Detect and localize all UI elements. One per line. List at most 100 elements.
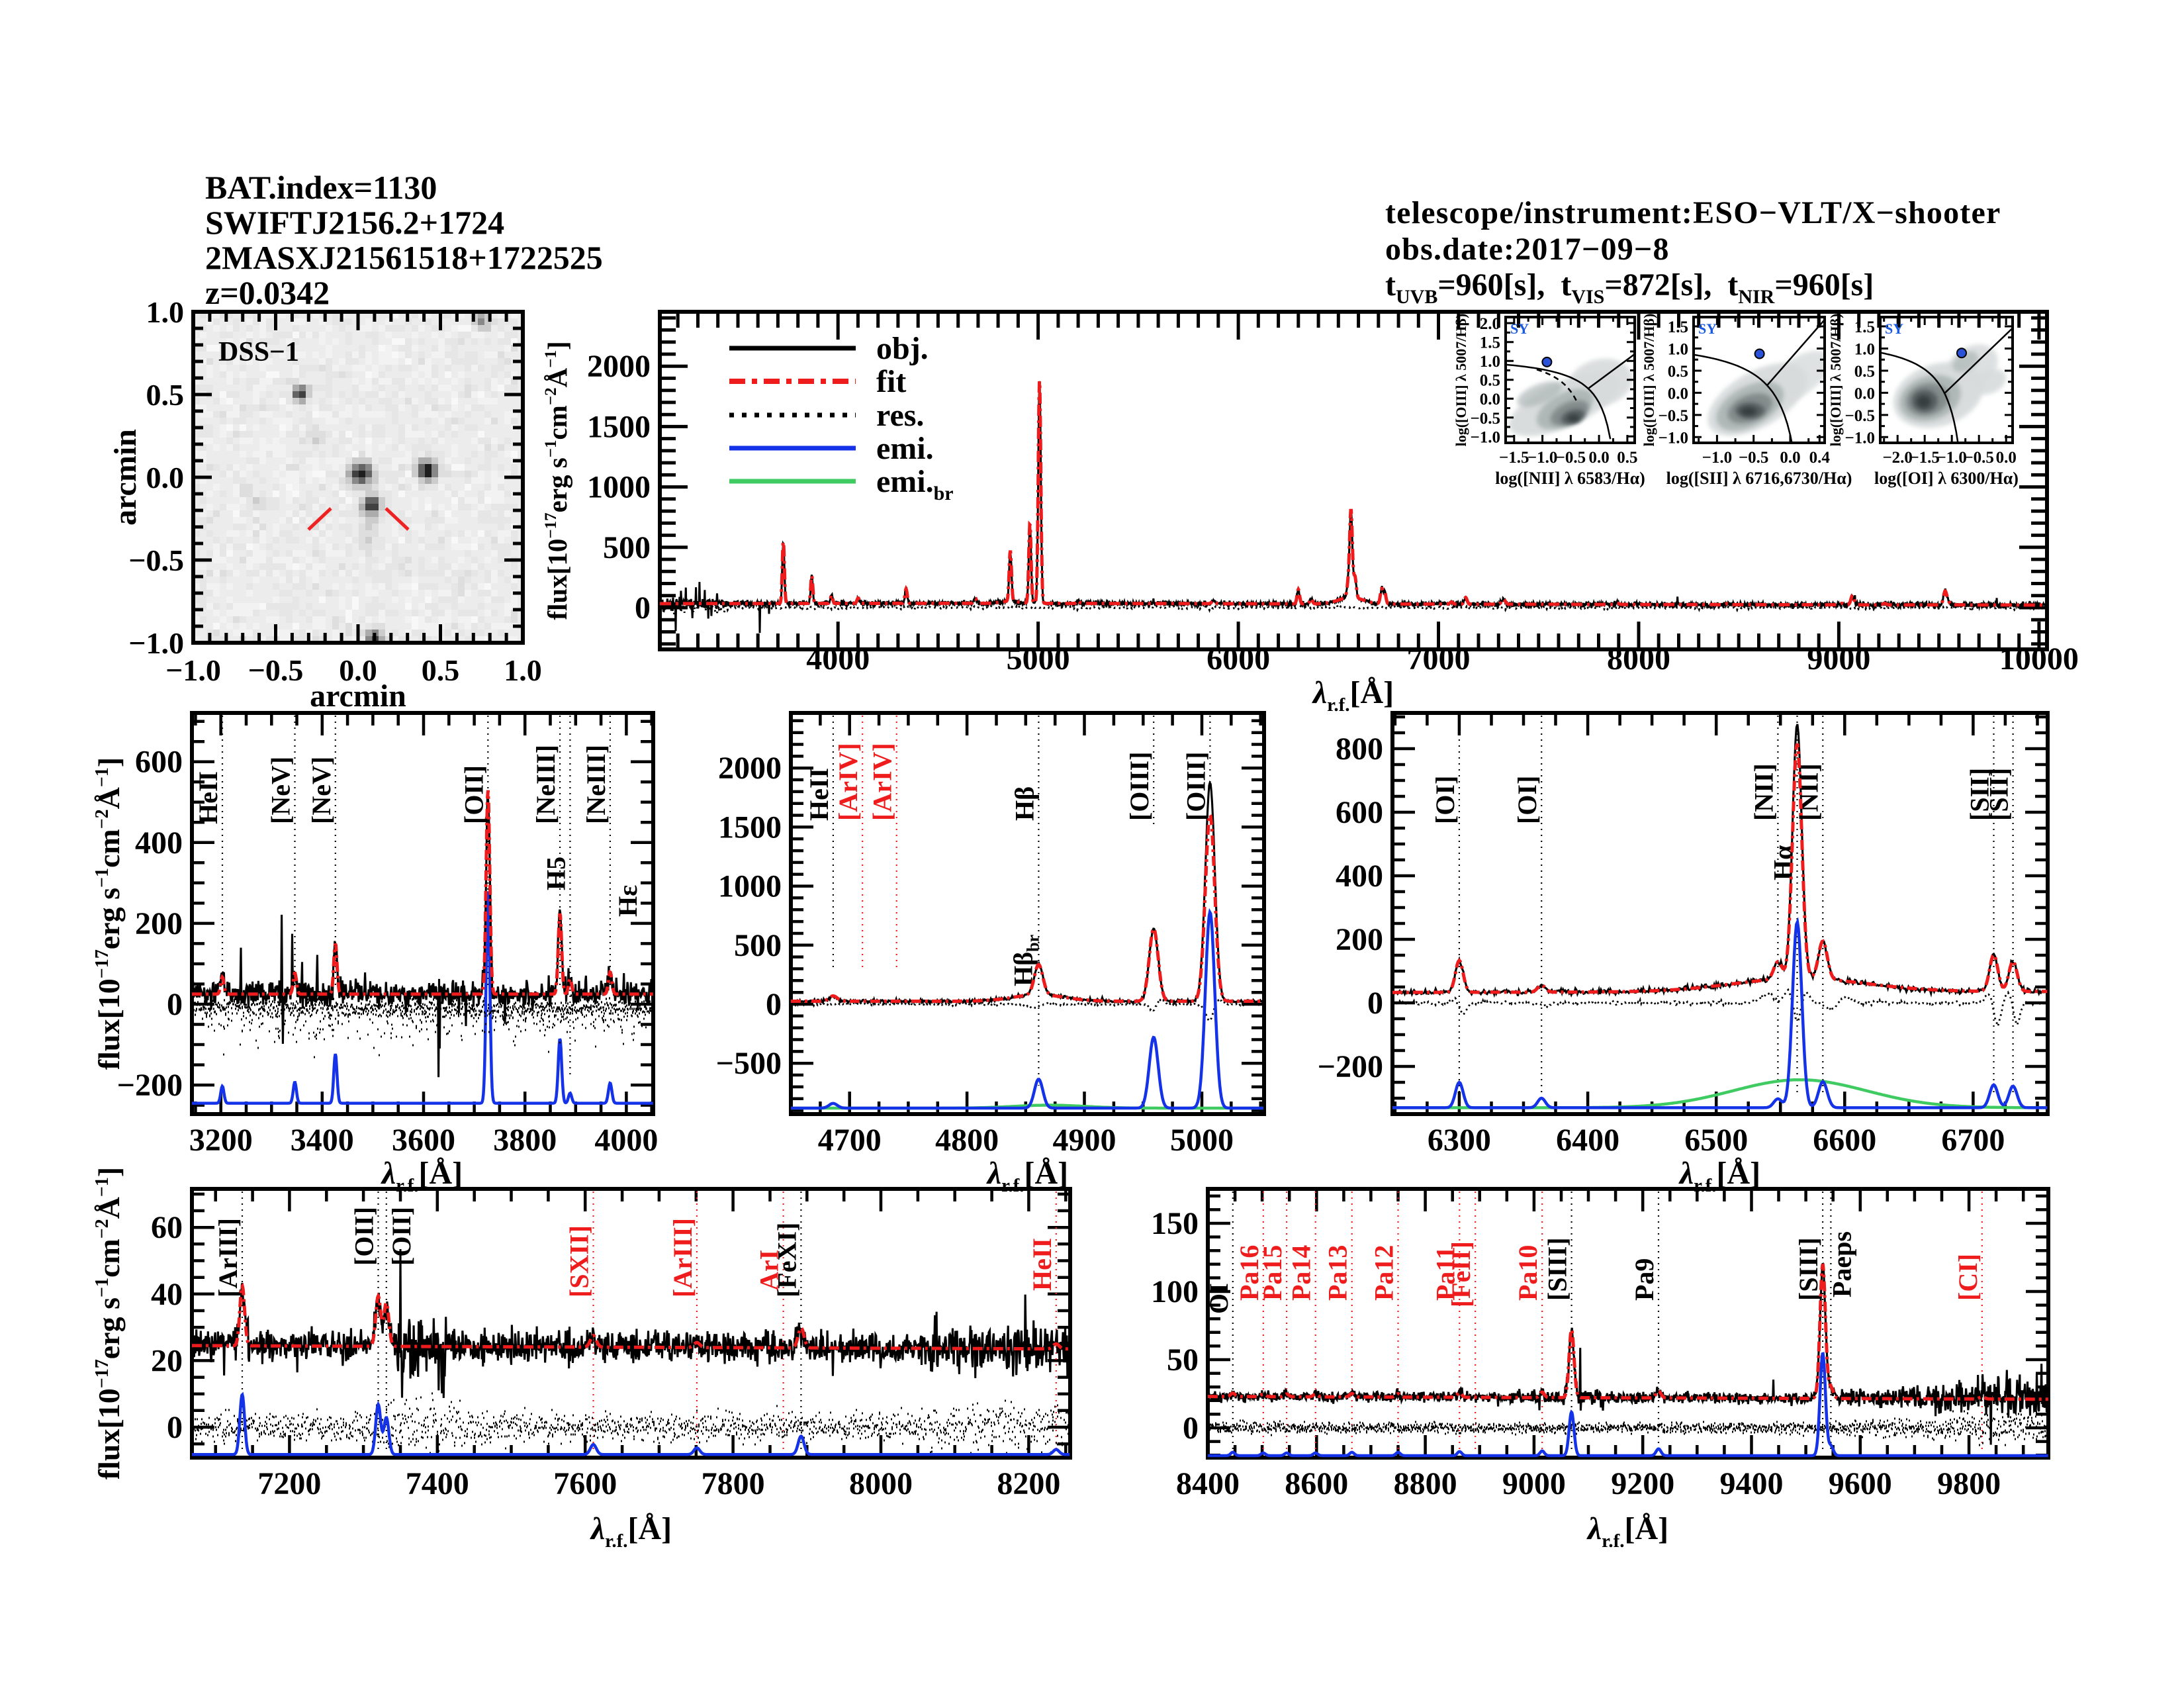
svg-text:5000: 5000 [1170,1123,1234,1158]
svg-text:3600: 3600 [392,1123,455,1158]
svg-text:−0.5: −0.5 [1739,449,1769,467]
svg-text:OI: OI [1204,1283,1234,1314]
svg-text:1.0: 1.0 [1480,353,1500,371]
svg-text:−0.5: −0.5 [1964,449,1994,467]
svg-text:2.0: 2.0 [1480,315,1500,333]
svg-text:1.0: 1.0 [146,295,185,329]
svg-text:50: 50 [1167,1342,1199,1378]
svg-text:λr.f.[Å]: λr.f.[Å] [381,1156,463,1196]
svg-text:0.0: 0.0 [1668,385,1688,402]
svg-text:−200: −200 [1318,1049,1383,1084]
svg-text:DSS−1: DSS−1 [218,337,299,367]
svg-text:9000: 9000 [1807,641,1870,677]
svg-text:1.0: 1.0 [1854,341,1875,359]
svg-text:[ArIII]: [ArIII] [213,1218,243,1297]
svg-text:1.5: 1.5 [1480,334,1500,352]
svg-text:[SXII]: [SXII] [565,1225,594,1297]
svg-text:Hε: Hε [613,885,643,917]
svg-text:−1.0: −1.0 [1702,449,1733,467]
svg-text:λr.f.[Å]: λr.f.[Å] [1586,1511,1668,1552]
svg-text:−1.0: −1.0 [128,626,184,660]
svg-text:SY: SY [1885,320,1903,337]
svg-text:z=0.0342: z=0.0342 [205,274,330,311]
svg-text:1.0: 1.0 [504,653,542,687]
svg-text:600: 600 [135,745,183,780]
svg-text:4800: 4800 [935,1123,999,1158]
svg-text:res.: res. [876,398,924,433]
svg-text:ArI: ArI [754,1250,784,1291]
svg-text:emi.: emi. [876,431,934,466]
svg-text:6700: 6700 [1941,1123,2005,1158]
svg-text:0.0: 0.0 [339,653,377,687]
svg-text:−0.5: −0.5 [1659,407,1689,425]
svg-text:0.5: 0.5 [1480,372,1500,390]
svg-text:−0.5: −0.5 [1556,449,1586,467]
svg-text:6500: 6500 [1684,1123,1748,1158]
svg-text:arcmin: arcmin [108,429,143,526]
svg-text:7400: 7400 [406,1466,469,1501]
svg-text:4700: 4700 [818,1123,882,1158]
svg-text:6600: 6600 [1813,1123,1876,1158]
svg-text:7000: 7000 [1407,641,1471,677]
svg-text:λr.f.[Å]: λr.f.[Å] [1678,1156,1760,1196]
svg-text:8800: 8800 [1394,1466,1457,1501]
svg-text:40: 40 [151,1277,183,1312]
svg-text:−1.0: −1.0 [1659,429,1689,447]
svg-text:HeII: HeII [1027,1238,1057,1291]
svg-text:Pa14: Pa14 [1287,1245,1316,1301]
svg-text:6400: 6400 [1556,1123,1619,1158]
svg-text:Pa15: Pa15 [1257,1245,1287,1301]
svg-text:obs.date:2017−09−8: obs.date:2017−09−8 [1385,232,1670,267]
svg-text:1.5: 1.5 [1854,318,1875,336]
svg-text:[SII]: [SII] [1984,768,2014,821]
svg-text:0: 0 [167,1410,183,1445]
svg-text:−200: −200 [117,1068,183,1103]
svg-text:flux[10−17erg s−1cm−2Å−1]: flux[10−17erg s−1cm−2Å−1] [92,1167,126,1479]
svg-text:log([OIII] λ 5007/Hβ): log([OIII] λ 5007/Hβ) [1641,314,1657,447]
svg-text:[OI]: [OI] [1430,776,1460,824]
svg-text:−2.0: −2.0 [1882,449,1913,467]
svg-text:HeII: HeII [193,771,223,824]
svg-text:7200: 7200 [257,1466,321,1501]
svg-text:HeII: HeII [804,768,834,821]
svg-text:[OIII]: [OIII] [1181,752,1210,821]
svg-text:1.0: 1.0 [1668,341,1688,359]
svg-text:[NeIII]: [NeIII] [581,745,611,824]
svg-text:H5: H5 [541,857,570,890]
svg-text:6300: 6300 [1428,1123,1491,1158]
svg-text:0.5: 0.5 [1617,449,1637,467]
svg-text:Pa12: Pa12 [1369,1245,1399,1301]
svg-text:[NeIII]: [NeIII] [531,745,561,824]
svg-text:−1.0: −1.0 [1936,449,1967,467]
svg-text:fit: fit [876,364,906,399]
svg-text:BAT.index=1130: BAT.index=1130 [205,169,437,206]
svg-text:1000: 1000 [718,869,782,904]
svg-text:telescope/instrument:ESO−VLT/X: telescope/instrument:ESO−VLT/X−shooter [1385,195,2001,230]
svg-text:−1.0: −1.0 [165,653,221,687]
svg-text:0.0: 0.0 [1588,449,1609,467]
svg-text:λr.f.[Å]: λr.f.[Å] [590,1511,672,1552]
svg-text:λr.f.[Å]: λr.f.[Å] [1312,675,1394,716]
svg-text:9800: 9800 [1937,1466,2001,1501]
svg-text:0: 0 [1183,1411,1199,1446]
svg-text:3400: 3400 [291,1123,354,1158]
svg-text:[ArIV]: [ArIV] [833,743,863,821]
svg-text:log([OI] λ 6300/Hα): log([OI] λ 6300/Hα) [1874,469,2019,488]
svg-text:−500: −500 [716,1046,782,1081]
svg-text:[SIII]: [SIII] [1794,1237,1823,1301]
svg-text:SWIFTJ2156.2+1724: SWIFTJ2156.2+1724 [205,204,504,241]
svg-text:7800: 7800 [702,1466,765,1501]
svg-text:9600: 9600 [1829,1466,1892,1501]
svg-text:Pa16: Pa16 [1234,1245,1264,1301]
svg-text:400: 400 [1336,859,1383,894]
svg-text:9000: 9000 [1502,1466,1566,1501]
svg-text:1.5: 1.5 [1668,318,1688,336]
svg-text:[ArIV]: [ArIV] [868,743,897,821]
svg-text:2MASXJ21561518+1722525: 2MASXJ21561518+1722525 [205,239,603,276]
svg-text:[CI]: [CI] [1953,1254,1983,1301]
svg-text:4000: 4000 [594,1123,658,1158]
svg-text:8600: 8600 [1285,1466,1348,1501]
svg-text:9200: 9200 [1611,1466,1674,1501]
svg-text:SY: SY [1698,320,1717,337]
svg-text:0.0: 0.0 [146,461,185,494]
